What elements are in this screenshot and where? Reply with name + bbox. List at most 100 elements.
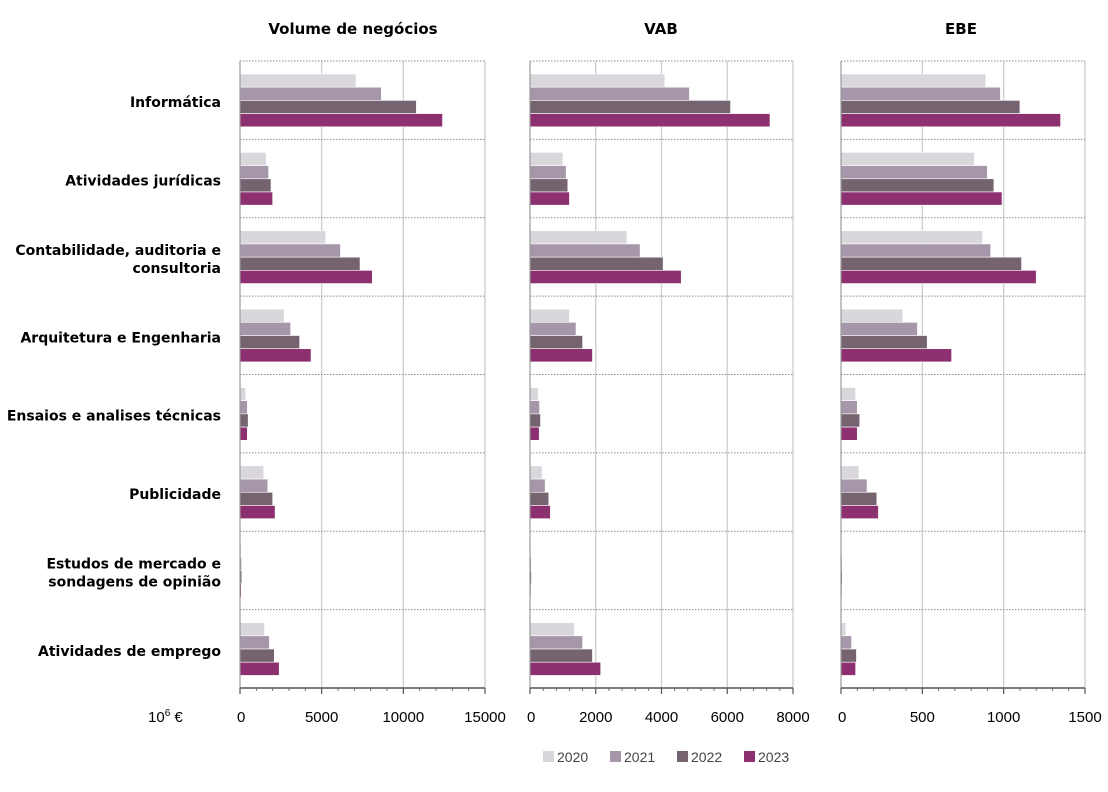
category-label-line: sondagens de opinião	[48, 574, 221, 590]
category-label: Estudos de mercado e sondagens de opinião	[46, 556, 221, 590]
category-label-line: Contabilidade, auditoria e	[15, 243, 221, 259]
bar-2021	[840, 322, 918, 336]
bar-2023	[529, 348, 593, 363]
bar-2020	[840, 465, 860, 480]
x-tick-label: 2000	[579, 709, 612, 726]
category-label: Atividades jurídicas	[65, 174, 221, 190]
bar-2020	[840, 230, 983, 245]
bar-2021	[840, 478, 868, 493]
bar-2021	[529, 635, 583, 650]
unit-exponent: 6	[165, 708, 171, 719]
legend-item-2023: 2023	[744, 749, 789, 765]
bar-2020	[529, 73, 666, 88]
bar-2023	[239, 426, 248, 441]
bar-2021	[239, 400, 248, 415]
panel-3: EBE 0 500 1000 1500	[838, 20, 1102, 726]
bar-2023	[840, 113, 1061, 128]
x-tick-label: 0	[237, 709, 245, 726]
category-label: Publicidade	[129, 487, 221, 503]
bar-2020	[239, 622, 265, 637]
panel-title: Volume de negócios	[268, 20, 437, 38]
bar-2023	[529, 270, 682, 284]
bar-2023	[239, 113, 443, 128]
bar-2021	[840, 243, 991, 258]
bar-2021	[840, 635, 852, 650]
category-labels: Informática Atividades jurídicas Contabili…	[7, 95, 222, 660]
bar-2022	[239, 178, 272, 193]
bar-2022	[840, 413, 861, 428]
unit-suffix: €	[170, 709, 183, 726]
bar-2021	[529, 243, 641, 258]
bar-2021	[239, 243, 341, 258]
bar-2023	[239, 191, 273, 206]
bar-2023	[529, 191, 570, 206]
bar-2020	[840, 622, 847, 637]
x-tick-label: 500	[910, 709, 935, 726]
bar-2020	[239, 465, 264, 480]
bar-2020	[239, 230, 327, 245]
bar-2021	[529, 86, 690, 101]
bar-2021	[840, 86, 1001, 101]
x-tick-label: 5000	[305, 709, 338, 726]
legend-swatch	[610, 751, 621, 762]
bar-2022	[840, 335, 928, 350]
category-label-line: Informática	[130, 95, 221, 111]
bar-2023	[840, 348, 952, 363]
bar-2023	[840, 426, 858, 441]
bar-2023	[239, 348, 312, 363]
legend-item-2021: 2021	[610, 749, 655, 765]
bar-2022	[529, 491, 550, 506]
bar-2021	[529, 400, 540, 415]
legend-swatch	[744, 751, 755, 762]
category-label-line: consultoria	[133, 261, 221, 277]
legend-item-2020: 2020	[543, 749, 588, 765]
bar-2023	[529, 505, 551, 519]
category-label-line: Publicidade	[129, 487, 221, 503]
bar-2022	[529, 100, 731, 114]
bar-2020	[239, 152, 267, 166]
bar-2021	[840, 165, 988, 180]
bar-2022	[840, 178, 995, 193]
bar-2023	[840, 270, 1037, 284]
bar-2022	[239, 256, 361, 271]
bar-2020	[239, 73, 357, 88]
bar-2021	[239, 635, 270, 650]
bar-2021	[529, 478, 546, 493]
bar-2021	[239, 165, 269, 180]
bar-2021	[239, 86, 382, 101]
bar-2022	[840, 491, 878, 506]
bar-2020	[239, 308, 285, 323]
category-label: Informática	[130, 95, 221, 111]
unit-base: 10	[148, 709, 165, 726]
x-tick-label: 0	[838, 709, 846, 726]
bar-2020	[529, 308, 570, 323]
category-label-line: Estudos de mercado e	[46, 556, 221, 572]
x-tick-label: 6000	[711, 709, 744, 726]
bar-2020	[840, 308, 904, 323]
bar-2022	[239, 413, 249, 428]
legend-swatch	[677, 751, 688, 762]
bar-2022	[840, 648, 857, 663]
category-label-line: Ensaios e analises técnicas	[7, 409, 221, 425]
panel-title: VAB	[644, 20, 678, 38]
panel-2: VAB 0 2000 4000 6000 8000	[527, 20, 810, 726]
bar-2023	[239, 661, 280, 676]
bar-2022	[840, 256, 1022, 271]
unit-label: 106 €	[148, 708, 183, 726]
x-tick-label: 4000	[645, 709, 678, 726]
bar-2023	[529, 426, 540, 441]
bar-2022	[529, 413, 541, 428]
bar-2021	[239, 322, 291, 336]
legend: 2020 2021 2022 2023	[543, 749, 789, 765]
bar-2020	[529, 465, 543, 480]
legend-swatch	[543, 751, 554, 762]
legend-item-2022: 2022	[677, 749, 722, 765]
category-label-line: Atividades de emprego	[38, 644, 221, 660]
category-label: Arquitetura e Engenharia	[20, 330, 221, 346]
category-label: Contabilidade, auditoria e consultoria	[15, 243, 221, 277]
legend-label: 2020	[557, 749, 588, 765]
bar-2020	[840, 73, 987, 88]
x-tick-label: 15000	[464, 709, 506, 726]
